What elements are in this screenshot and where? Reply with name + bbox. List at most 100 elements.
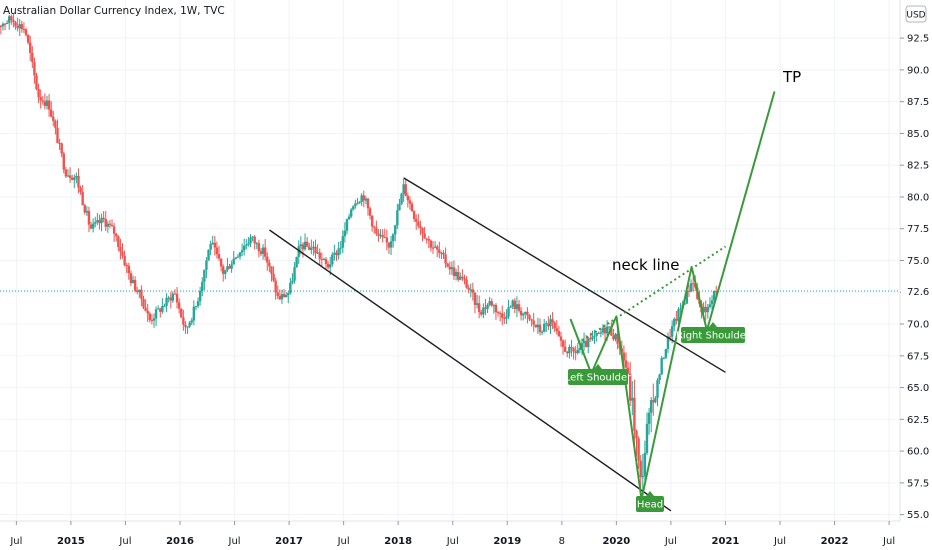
candle-body (148, 313, 151, 320)
candle-body (222, 266, 225, 274)
candle-body (339, 247, 342, 249)
candle-body (251, 236, 254, 238)
x-tick-label: Jul (882, 536, 895, 547)
candle-body (98, 220, 101, 224)
candle-body (209, 243, 212, 250)
candle-body (312, 246, 315, 248)
candle-body (530, 319, 533, 321)
candle-body (102, 217, 105, 220)
candle-body (452, 267, 456, 277)
candle-body (133, 279, 137, 291)
candle-body (341, 236, 344, 248)
candle-body (54, 120, 57, 128)
candle-body (687, 290, 691, 292)
candle-body (635, 430, 638, 439)
candle-body (24, 29, 28, 35)
candle-body (670, 326, 674, 337)
candle-body (492, 304, 496, 306)
candle-body (704, 306, 707, 313)
candle-body (190, 320, 193, 323)
candle-body (115, 233, 118, 237)
candle-body (26, 34, 30, 43)
candle-body (144, 307, 147, 311)
candle-body (261, 247, 265, 254)
candle-body (406, 195, 410, 201)
candle-body (404, 184, 407, 196)
candle-body (203, 269, 206, 282)
candle-body (534, 324, 538, 328)
candle-body (75, 175, 78, 178)
candle-body (576, 349, 579, 354)
candle-body (131, 279, 135, 284)
candle-body (89, 224, 93, 229)
candle-body (538, 324, 542, 332)
candle-body (381, 234, 384, 237)
candle-body (589, 338, 592, 340)
candle-body (201, 281, 204, 291)
candle-body (274, 280, 277, 293)
candle-body (140, 289, 143, 299)
candle-body (366, 198, 370, 209)
candle-body (301, 244, 305, 250)
candle-body (211, 242, 214, 244)
candle-body (572, 348, 575, 352)
candle-body (540, 331, 544, 333)
candle-body (94, 222, 97, 224)
candle-body (649, 400, 653, 413)
x-tick-label: Jul (228, 536, 241, 547)
candle-body (5, 22, 9, 24)
candle-body (580, 343, 584, 349)
tp-label: TP (782, 68, 801, 86)
candle-body (689, 283, 693, 292)
candle-body (291, 280, 294, 283)
candle-body (475, 303, 479, 305)
candle-body (561, 340, 565, 347)
candle-body (456, 271, 460, 280)
candle-body (442, 252, 445, 255)
y-tick-label: 67.5 (907, 351, 929, 362)
candle-body (691, 283, 695, 285)
candle-body (188, 322, 191, 327)
candle-body (335, 252, 338, 256)
candle-body (450, 267, 454, 270)
candle-body (70, 177, 74, 180)
candle-body (629, 373, 632, 401)
candle-body (524, 311, 527, 314)
candle-body (68, 175, 72, 178)
candle-body (712, 290, 716, 301)
candle-body (626, 367, 630, 374)
last-price-tag-bg (901, 282, 932, 299)
candle-body (471, 289, 475, 293)
candle-body (608, 326, 611, 328)
candle-body (507, 307, 510, 317)
y-tick-label: 80.0 (907, 192, 929, 203)
candle-body (658, 374, 661, 381)
right-shoulder-label-box (681, 327, 745, 343)
candle-body (532, 320, 535, 325)
candle-body (446, 263, 449, 267)
x-tick-label: Jul (337, 536, 350, 547)
candle-body (284, 294, 288, 298)
candle-body (526, 311, 529, 316)
x-tick-label: Jul (9, 536, 22, 547)
candle-body (138, 289, 141, 292)
candle-body (198, 290, 202, 302)
neck-line (577, 245, 727, 344)
candle-body (482, 307, 485, 315)
pattern-layer (569, 91, 776, 501)
candle-body (563, 346, 567, 352)
candle-body (595, 332, 598, 336)
neck-line-label: neck line (612, 256, 680, 274)
candle-body (1, 23, 5, 27)
y-tick-label: 60.0 (907, 447, 929, 458)
candle-body (207, 249, 210, 261)
candle-body (91, 223, 95, 229)
candle-body (310, 247, 313, 250)
candle-body (0, 25, 3, 27)
candle-body (488, 301, 491, 305)
candle-body (295, 256, 298, 268)
grid-lines (0, 0, 900, 521)
